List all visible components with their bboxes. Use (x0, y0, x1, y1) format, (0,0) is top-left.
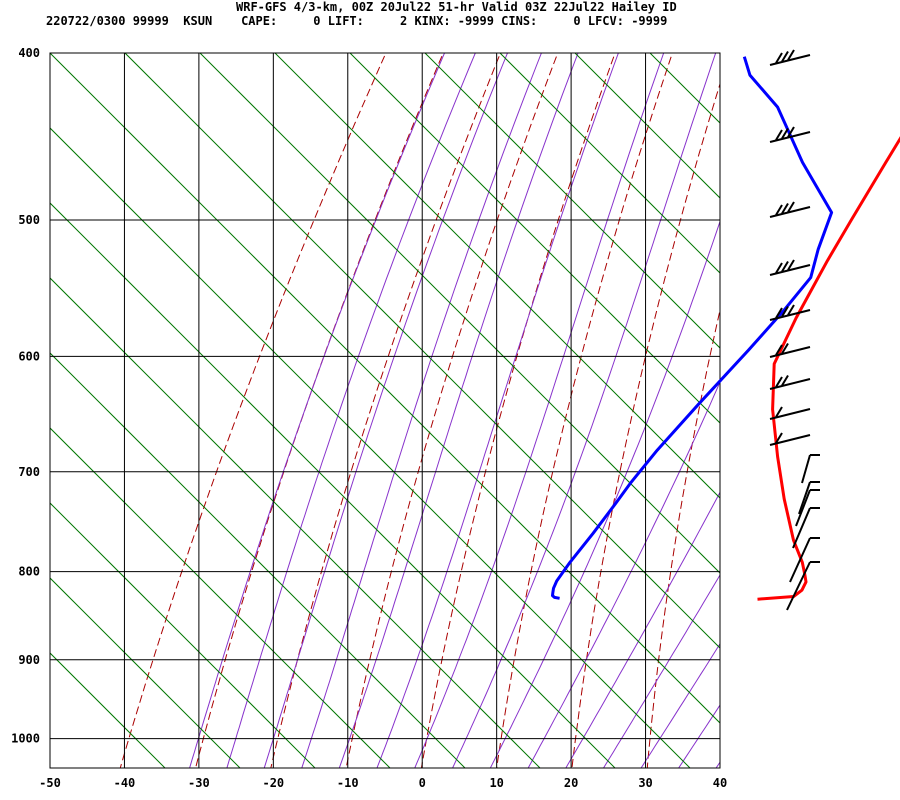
dry-adiabat-line (195, 53, 444, 768)
dewpoint-profile (551, 56, 834, 600)
wind-barb (798, 481, 820, 515)
sounding-stats: 220722/0300 99999 KSUN CAPE: 0 LIFT: 2 K… (46, 14, 668, 28)
x-tick-label: -40 (114, 776, 136, 790)
y-tick-label: 600 (18, 349, 40, 363)
dry-adiabat-line (571, 82, 720, 768)
x-tick-label: -10 (337, 776, 359, 790)
wind-barbs (769, 49, 820, 611)
x-tick-label: 20 (564, 776, 578, 790)
y-tick-label: 1000 (11, 732, 40, 746)
moist-adiabat-line (226, 53, 476, 768)
wind-barb (792, 507, 820, 549)
wind-barb (769, 432, 811, 446)
mixing-ratio-line (50, 577, 241, 768)
moist-adiabat-line (301, 53, 542, 768)
wind-barb (769, 406, 811, 420)
grid (49, 52, 721, 768)
moist-adiabat-line (489, 219, 720, 768)
wind-barb (769, 201, 811, 218)
dry-adiabat-line (345, 53, 559, 768)
mixing-ratio-line (124, 53, 720, 649)
moist-adiabat-line (338, 53, 579, 768)
moist-adiabat-line (414, 53, 665, 768)
mixing-ratio-line (50, 202, 616, 768)
moist-adiabat-line (527, 380, 720, 768)
moist-adiabat-line (452, 53, 717, 768)
plot-frame (49, 52, 721, 769)
y-tick-label: 900 (18, 653, 40, 667)
y-tick-label: 700 (18, 465, 40, 479)
mixing-ratio-line (50, 352, 466, 768)
moist-adiabat-line (602, 574, 720, 768)
background-lines (50, 34, 900, 782)
moist-adiabat-line (263, 53, 509, 768)
mixing-ratio-line (574, 53, 720, 199)
mixing-ratio-line (50, 127, 691, 768)
moist-adiabat-line (640, 642, 720, 768)
mixing-ratio-line (274, 53, 720, 499)
y-tick-label: 500 (18, 213, 40, 227)
mixing-ratio-line (349, 53, 720, 424)
dry-adiabat-line (119, 53, 387, 768)
x-tick-label: -30 (188, 776, 210, 790)
mixing-ratio-line (199, 53, 720, 574)
x-tick-label: 30 (638, 776, 652, 790)
moist-adiabat-line (715, 761, 720, 768)
dry-adiabat-line (420, 53, 616, 768)
chart-title: WRF-GFS 4/3-km, 00Z 20Jul22 51-hr Valid … (236, 0, 677, 14)
dry-adiabat-line (496, 53, 673, 768)
wind-barb (801, 454, 820, 484)
mixing-ratio-line (424, 53, 720, 349)
x-tick-label: 10 (489, 776, 503, 790)
wind-barb (786, 561, 820, 611)
mixing-ratio-line (649, 53, 720, 124)
mixing-ratio-line (50, 502, 316, 768)
wind-barb (795, 489, 820, 527)
x-tick-label: 40 (713, 776, 727, 790)
wind-barb (769, 374, 811, 390)
moist-adiabat-line (189, 53, 446, 768)
temperature-profile (757, 136, 900, 601)
y-tick-label: 400 (18, 46, 40, 60)
mixing-ratio-line (499, 53, 720, 274)
x-tick-label: -50 (39, 776, 61, 790)
y-tick-label: 800 (18, 565, 40, 579)
moist-adiabat-line (376, 53, 619, 768)
dry-adiabat-line (646, 308, 720, 768)
mixing-ratio-line (50, 427, 391, 768)
wind-barb (769, 304, 811, 321)
mixing-ratio-line (725, 53, 900, 768)
dry-adiabat-line (270, 53, 502, 768)
wind-barb (769, 259, 811, 276)
x-tick-label: 0 (419, 776, 426, 790)
wind-barb (789, 537, 820, 583)
wind-barb (769, 126, 811, 143)
dry-adiabat-line (797, 34, 900, 782)
wind-barb (769, 342, 811, 358)
wind-barb (769, 49, 811, 66)
mixing-ratio-line (800, 53, 900, 768)
mixing-ratio-line (50, 53, 720, 724)
mixing-ratio-line (50, 277, 541, 768)
x-tick-label: -20 (262, 776, 284, 790)
moist-adiabat-line (565, 491, 720, 768)
dry-adiabat-line (722, 34, 850, 782)
